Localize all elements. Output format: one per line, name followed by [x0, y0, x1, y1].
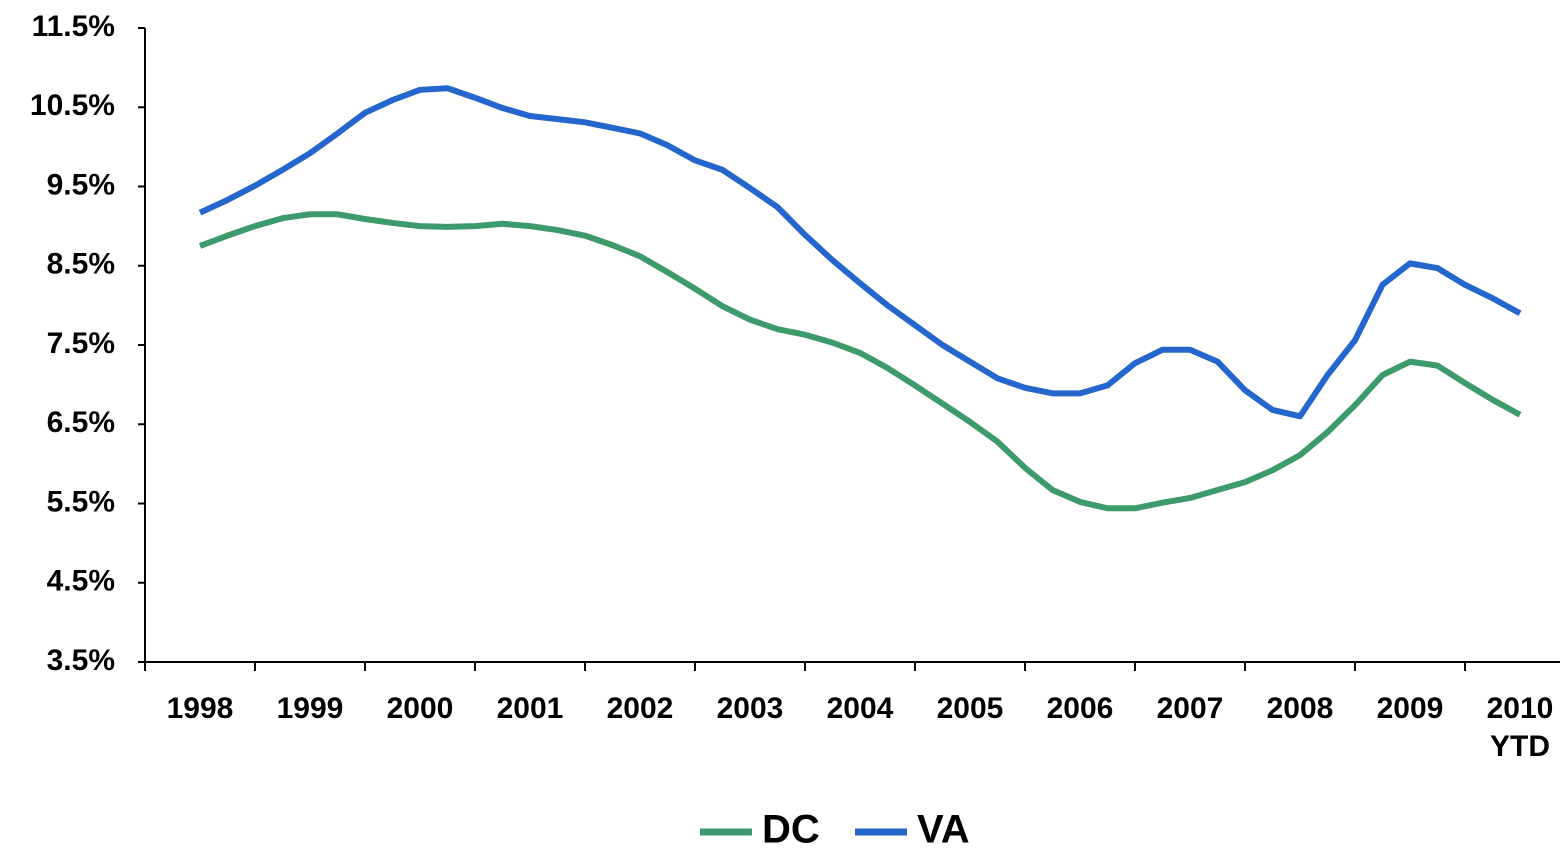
x-tick-label: 1998 [167, 692, 234, 725]
x-tick-label: 2004 [827, 692, 894, 725]
y-tick-label: 11.5% [32, 10, 115, 43]
x-tick-label: 2001 [497, 692, 564, 725]
x-tick-label: 2008 [1267, 692, 1334, 725]
y-tick-label: 6.5% [47, 406, 115, 439]
x-tick-label: 2000 [387, 692, 454, 725]
x-tick-label: 2010 YTD [1487, 692, 1554, 763]
x-tick-label: 2007 [1157, 692, 1224, 725]
y-tick-label: 3.5% [47, 644, 115, 677]
x-tick-label: 2003 [717, 692, 784, 725]
y-tick-label: 10.5% [30, 89, 115, 122]
x-tick-label: 2005 [937, 692, 1004, 725]
y-tick-label: 5.5% [47, 485, 115, 518]
x-tick-label: 1999 [277, 692, 344, 725]
legend-label: DC [762, 808, 820, 852]
line-series [198, 85, 1522, 420]
y-tick-label: 9.5% [47, 168, 115, 201]
legend-label: VA [917, 808, 970, 852]
x-tick-label: 2009 [1377, 692, 1444, 725]
x-tick-label: 2006 [1047, 692, 1114, 725]
y-tick-label: 4.5% [47, 565, 115, 598]
y-tick-label: 7.5% [47, 327, 115, 360]
x-tick-label: 2002 [607, 692, 674, 725]
line-series [198, 211, 1522, 512]
y-tick-label: 8.5% [47, 248, 115, 281]
